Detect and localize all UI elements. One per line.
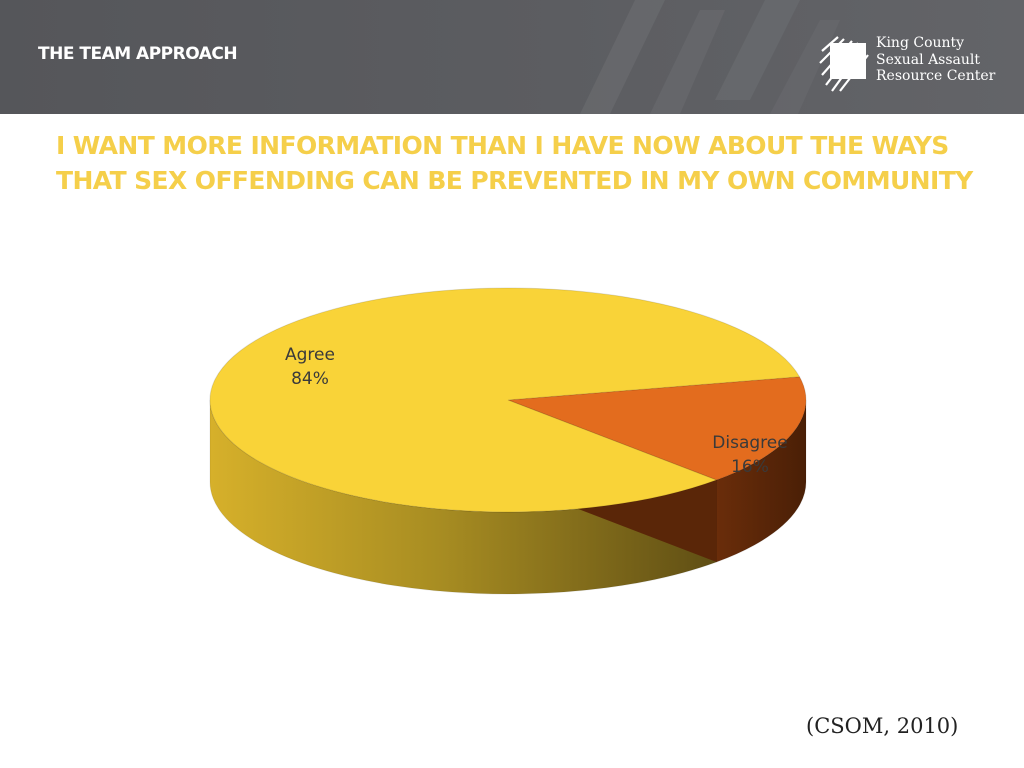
pie-value-agree: 84% (291, 369, 329, 389)
brush-stroke-decoration (580, 0, 840, 114)
section-label: THE TEAM APPROACH (38, 44, 238, 64)
logo-line-3: Resource Center (876, 68, 996, 84)
logo-text: King County Sexual Assault Resource Cent… (876, 35, 995, 85)
logo-line-2: Sexual Assault (876, 51, 981, 68)
kcsarc-logo: King County Sexual Assault Resource Cent… (818, 33, 998, 97)
pie-slice-disagree (507, 376, 807, 481)
header-bar: THE TEAM APPROACH King County Sexual Ass… (0, 0, 1024, 114)
pie-value-disagree: 16% (731, 457, 769, 477)
logo-line-1: King County (876, 35, 965, 51)
citation: (CSOM, 2010) (806, 714, 959, 738)
pie-slice-agree (209, 287, 801, 513)
pie-label-agree: Agree (285, 345, 335, 365)
pie-label-disagree: Disagree (712, 433, 787, 453)
scribble-square-logo-icon (819, 36, 869, 92)
slide-title: I WANT MORE INFORMATION THAN I HAVE NOW … (56, 131, 973, 195)
